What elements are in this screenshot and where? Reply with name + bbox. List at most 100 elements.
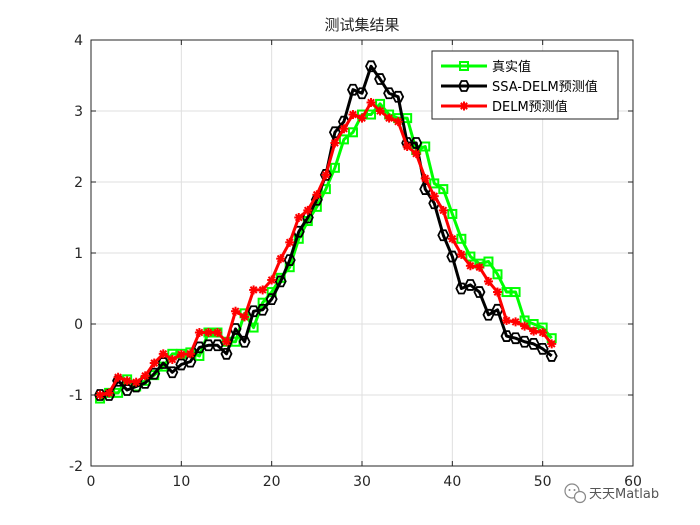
- data-point: [194, 328, 204, 338]
- data-point: [321, 170, 331, 180]
- data-point: [303, 205, 313, 215]
- data-point: [122, 376, 132, 386]
- data-point: [167, 355, 177, 364]
- data-point: [203, 328, 213, 338]
- data-point: [366, 109, 377, 120]
- y-tick-label: 1: [74, 246, 83, 262]
- data-point: [500, 330, 513, 342]
- data-point: [411, 149, 421, 159]
- data-point: [347, 127, 358, 138]
- data-point: [222, 337, 231, 347]
- data-point: [283, 254, 296, 266]
- data-point: [465, 261, 475, 271]
- data-point: [447, 208, 458, 219]
- data-point: [211, 339, 224, 352]
- data-point: [456, 249, 466, 259]
- data-point: [220, 347, 233, 360]
- data-point: [547, 339, 557, 349]
- data-point: [545, 350, 558, 362]
- data-point: [420, 141, 431, 152]
- data-point: [455, 282, 468, 295]
- x-tick-label: 30: [353, 474, 371, 490]
- data-point: [392, 90, 405, 103]
- y-tick-label: -1: [69, 388, 83, 404]
- data-point: [375, 106, 385, 116]
- data-point: [536, 342, 549, 355]
- data-point: [148, 367, 161, 380]
- data-point: [121, 384, 134, 396]
- data-point: [456, 233, 467, 244]
- data-point: [410, 137, 423, 149]
- data-point: [437, 229, 450, 242]
- data-point: [357, 113, 367, 123]
- data-point: [483, 256, 494, 267]
- data-point: [338, 134, 349, 145]
- data-point: [294, 213, 304, 222]
- data-point: [464, 279, 477, 291]
- data-point: [265, 293, 278, 306]
- data-point: [447, 234, 457, 244]
- legend-label: DELM预测值: [492, 99, 568, 115]
- data-point: [247, 305, 260, 318]
- data-point: [175, 358, 188, 371]
- legend-label: SSA-DELM预测值: [492, 79, 598, 95]
- data-point: [256, 303, 269, 316]
- data-point: [113, 372, 123, 382]
- data-point: [149, 358, 159, 368]
- data-point: [527, 337, 540, 350]
- data-point: [501, 287, 512, 298]
- data-point: [520, 321, 530, 331]
- chart-title: 测试集结果: [324, 16, 399, 34]
- data-point: [202, 339, 215, 352]
- y-tick-label: 0: [74, 317, 83, 333]
- data-point: [420, 173, 430, 183]
- data-point: [473, 286, 486, 298]
- data-point: [502, 315, 512, 325]
- data-point: [374, 73, 387, 85]
- data-point: [104, 388, 114, 398]
- data-point: [511, 317, 521, 327]
- watermark-text: 天天Matlab: [589, 487, 659, 502]
- data-point: [518, 335, 531, 348]
- y-tick-label: 2: [74, 175, 83, 191]
- legend: 真实值 SSA-DELM预测值 DELM预测值: [431, 50, 619, 120]
- x-tick-label: 0: [87, 474, 96, 490]
- data-point: [529, 326, 539, 336]
- data-point: [538, 328, 548, 338]
- data-point: [158, 349, 168, 359]
- y-tick-label: 3: [74, 104, 83, 120]
- y-tick-label: 4: [74, 33, 83, 49]
- data-point: [238, 335, 251, 348]
- data-point: [339, 124, 349, 134]
- data-point: [274, 275, 287, 288]
- legend-item: DELM预测值: [441, 99, 568, 115]
- x-tick-label: 40: [443, 474, 461, 490]
- x-tick-label: 60: [624, 474, 642, 490]
- data-point: [474, 262, 484, 272]
- legend-marker: [457, 80, 471, 92]
- data-point: [329, 162, 340, 173]
- data-point: [131, 377, 141, 387]
- x-tick-label: 20: [263, 474, 281, 490]
- series-1: [95, 98, 557, 404]
- series-3: [95, 97, 557, 400]
- data-point: [383, 87, 396, 100]
- data-point: [483, 276, 493, 286]
- data-point: [95, 390, 105, 400]
- data-point: [249, 285, 259, 295]
- series-layer: [94, 60, 558, 404]
- wechat-icon: [564, 483, 587, 504]
- data-point: [312, 190, 322, 200]
- y-tick-label: -2: [69, 459, 83, 475]
- data-point: [176, 350, 186, 360]
- data-point: [346, 83, 359, 96]
- data-point: [240, 312, 250, 322]
- data-point: [185, 349, 195, 359]
- legend-item: 真实值: [441, 59, 531, 75]
- data-point: [509, 332, 522, 345]
- data-point: [429, 178, 440, 189]
- data-point: [510, 287, 521, 298]
- watermark: 天天Matlab: [564, 483, 659, 504]
- data-point: [212, 328, 222, 338]
